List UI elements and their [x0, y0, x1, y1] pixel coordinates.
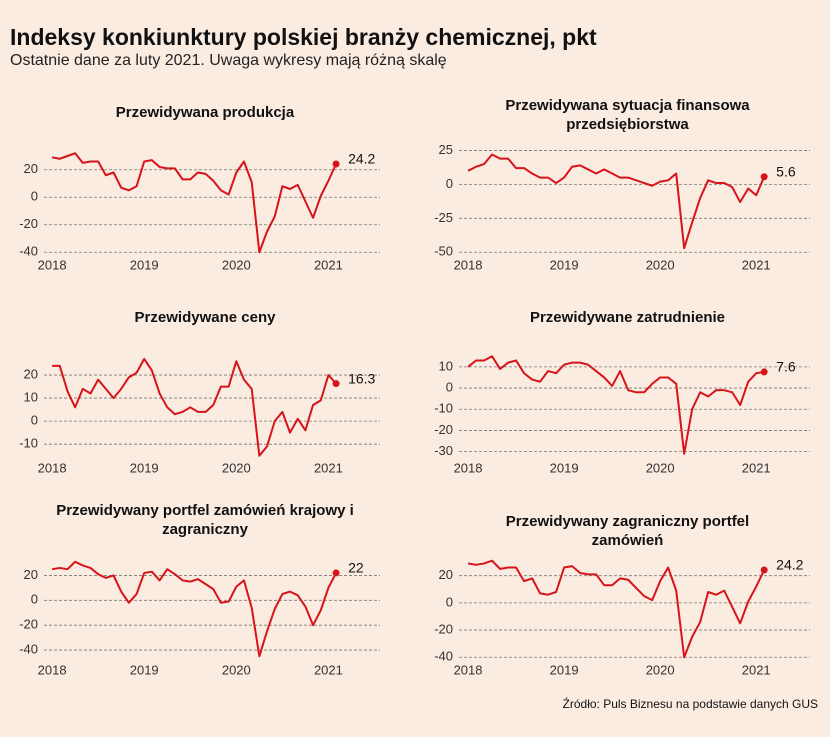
- last-point: [332, 380, 340, 388]
- data-line: [467, 355, 765, 455]
- x-tick-label: 2021: [742, 662, 771, 677]
- y-tick-label: -25: [434, 210, 453, 225]
- panel-title: Przewidywane ceny: [134, 309, 276, 326]
- y-tick-label: -40: [434, 649, 453, 664]
- data-line: [51, 560, 337, 658]
- value-label: 24.2: [348, 151, 375, 167]
- x-tick-label: 2021: [742, 460, 771, 475]
- y-tick-label: 0: [446, 176, 453, 191]
- value-label: 5.6: [776, 163, 796, 179]
- last-point: [332, 569, 340, 577]
- y-tick-label: 10: [24, 390, 38, 405]
- x-tick-label: 2019: [130, 460, 159, 475]
- x-tick-label: 2021: [314, 257, 343, 272]
- x-tick-label: 2019: [130, 257, 159, 272]
- source: Źródło: Puls Biznesu na podstawie danych…: [562, 697, 818, 711]
- y-tick-label: -40: [19, 641, 38, 656]
- last-point: [760, 566, 768, 574]
- y-tick-label: 0: [31, 189, 38, 204]
- data-line: [51, 152, 337, 254]
- y-tick-label: 20: [24, 567, 38, 582]
- panel-title: Przewidywana produkcja: [115, 104, 295, 121]
- x-tick-label: 2021: [742, 257, 771, 272]
- x-tick-label: 2018: [38, 662, 67, 677]
- value-label: 22: [348, 560, 364, 576]
- panel-title: Przewidywana sytuacja finansowa przedsię…: [505, 97, 750, 133]
- x-tick-label: 2020: [222, 460, 251, 475]
- subtitle: Ostatnie dane za luty 2021. Uwaga wykres…: [10, 52, 447, 69]
- y-tick-label: -20: [434, 622, 453, 637]
- last-point: [760, 173, 768, 181]
- y-tick-label: -20: [19, 216, 38, 231]
- y-tick-label: 0: [31, 592, 38, 607]
- y-tick-label: 0: [31, 413, 38, 428]
- panel-title: Przewidywany portfel zamówień krajowy i …: [56, 502, 354, 538]
- y-tick-label: -10: [434, 401, 453, 416]
- panel-title: Przewidywane zatrudnienie: [529, 309, 726, 326]
- x-tick-label: 2020: [646, 662, 675, 677]
- y-tick-label: 25: [439, 142, 453, 157]
- x-tick-label: 2019: [550, 460, 579, 475]
- y-tick-label: -50: [434, 244, 453, 259]
- y-tick-label: -20: [19, 617, 38, 632]
- y-tick-label: -30: [434, 443, 453, 458]
- y-tick-label: 0: [446, 594, 453, 609]
- value-label: 7.6: [776, 359, 796, 375]
- y-tick-label: 10: [439, 358, 453, 373]
- x-tick-label: 2018: [454, 257, 483, 272]
- x-tick-label: 2019: [550, 662, 579, 677]
- x-tick-label: 2019: [130, 662, 159, 677]
- x-tick-label: 2021: [314, 662, 343, 677]
- last-point: [760, 368, 768, 376]
- value-label: 24.2: [776, 557, 803, 573]
- y-tick-label: -40: [19, 244, 38, 259]
- x-tick-label: 2018: [454, 662, 483, 677]
- title: Indeksy konkiunktury polskiej branży che…: [10, 24, 597, 50]
- x-tick-label: 2020: [222, 662, 251, 677]
- last-point: [332, 160, 340, 168]
- x-tick-label: 2020: [646, 460, 675, 475]
- panel-title: Przewidywany zagraniczny portfel zamówie…: [505, 513, 750, 549]
- y-tick-label: 20: [24, 366, 38, 381]
- y-tick-label: -20: [434, 422, 453, 437]
- data-line: [467, 153, 766, 250]
- x-tick-label: 2018: [38, 460, 67, 475]
- x-tick-label: 2020: [646, 257, 675, 272]
- y-tick-label: 20: [439, 567, 453, 582]
- x-tick-label: 2018: [38, 257, 67, 272]
- x-tick-label: 2018: [454, 460, 483, 475]
- y-tick-label: 20: [24, 161, 38, 176]
- value-label: 16.3: [348, 370, 375, 386]
- x-tick-label: 2021: [314, 460, 343, 475]
- x-tick-label: 2019: [550, 257, 579, 272]
- x-tick-label: 2020: [222, 257, 251, 272]
- data-line: [467, 559, 766, 659]
- y-tick-label: 0: [446, 379, 453, 394]
- data-line: [52, 357, 337, 457]
- y-tick-label: -10: [19, 436, 38, 451]
